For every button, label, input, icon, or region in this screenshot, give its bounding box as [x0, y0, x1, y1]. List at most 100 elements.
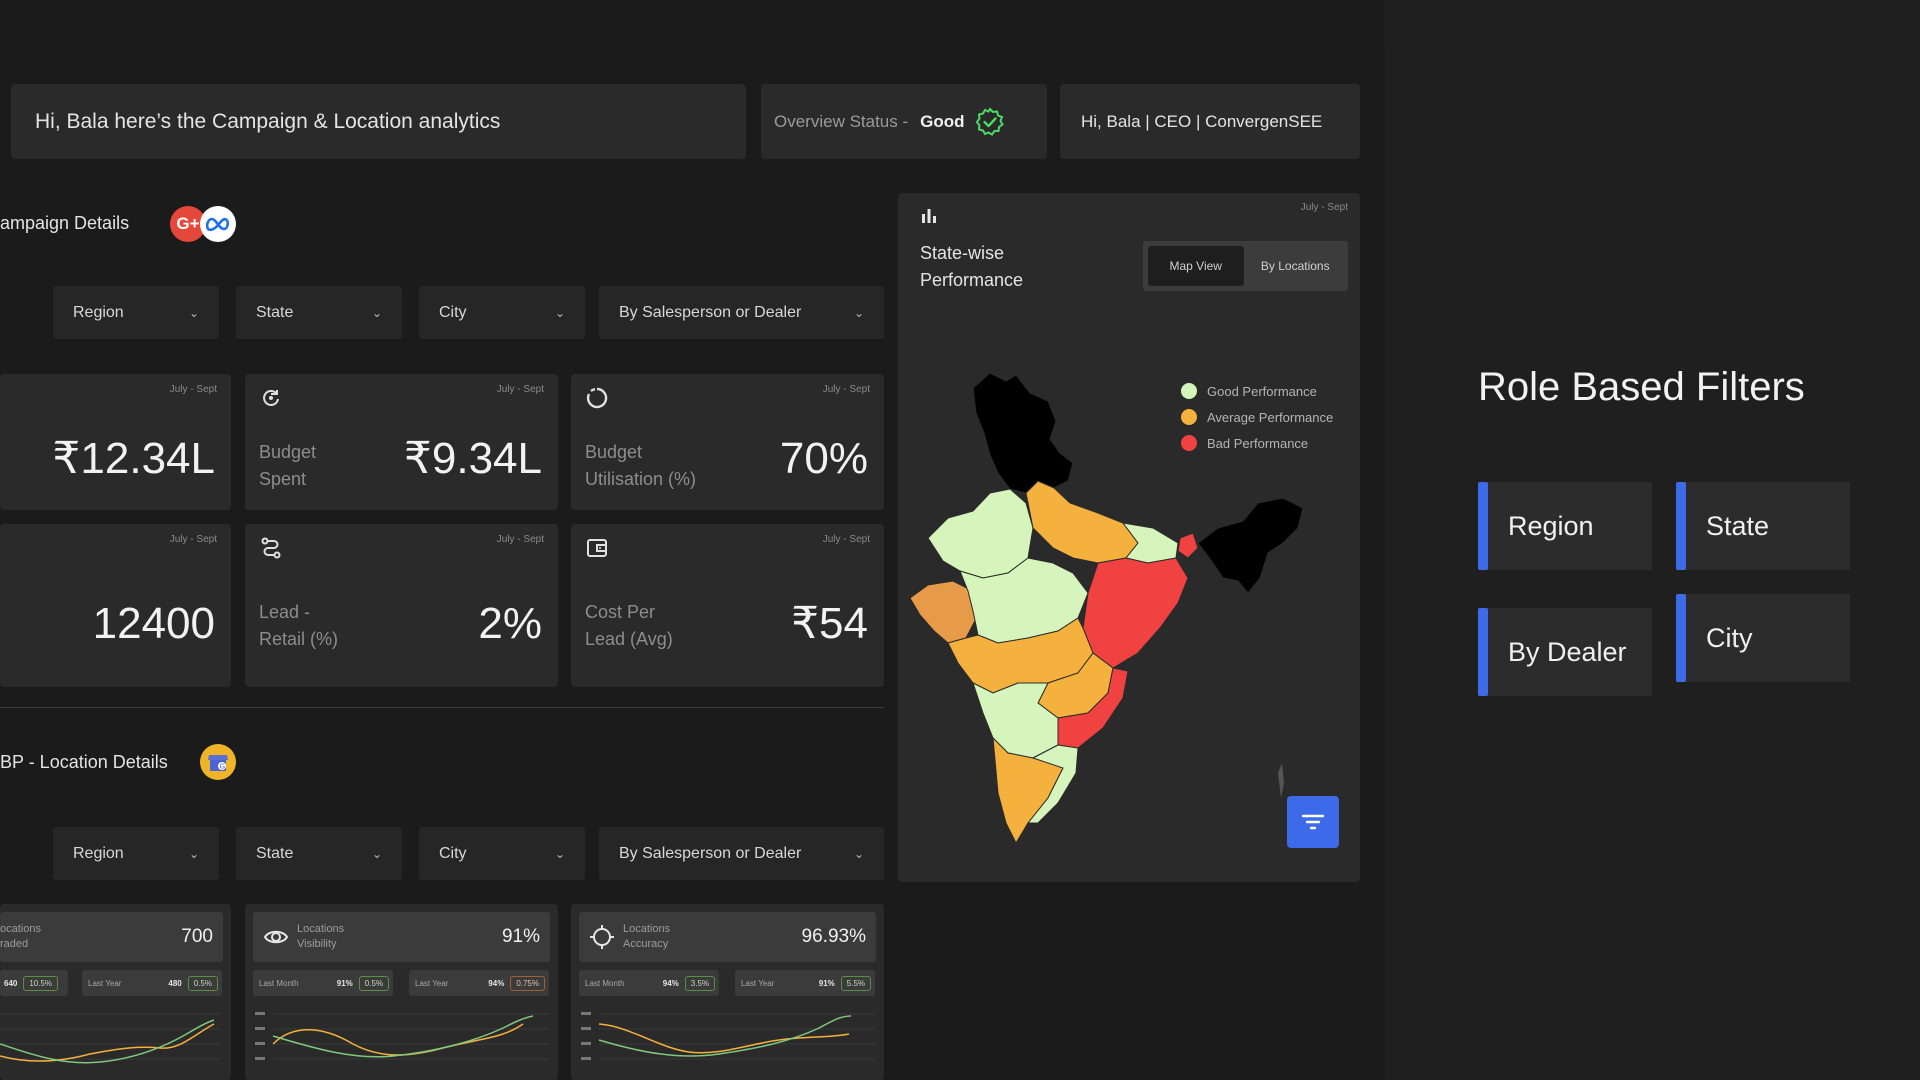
gbp-city-dropdown[interactable]: City ⌄: [419, 827, 585, 880]
region-northeast[interactable]: [1197, 497, 1304, 594]
chevron-down-icon: ⌄: [853, 846, 864, 861]
status-value: Good: [920, 111, 965, 131]
greeting-text: Hi, Bala here’s the Campaign & Location …: [35, 109, 501, 133]
locations-visibility-card[interactable]: Locations Visibility 91% Last Month 91% …: [245, 904, 558, 1080]
last-year-compare: Last Year 480 0.5%: [82, 970, 222, 996]
google-plus-text: G+: [176, 214, 200, 233]
view-toggle: Map View By Locations: [1143, 241, 1348, 291]
kpi-label: Cost Per Lead (Avg): [585, 602, 673, 649]
kpi-card-budget-spent[interactable]: July - Sept Budget Spent ₹9.34L: [245, 374, 558, 510]
mini-card-label: ocations raded: [0, 923, 41, 950]
trend-chart: [0, 1013, 220, 1064]
tab-map-view[interactable]: Map View: [1148, 246, 1244, 286]
compare-change: 0.5%: [187, 975, 218, 991]
chevron-down-icon: ⌄: [188, 846, 199, 861]
kpi-card-budget[interactable]: July - Sept ₹12.34L: [0, 374, 231, 510]
region-up-average[interactable]: [1025, 480, 1139, 564]
india-map[interactable]: [898, 353, 1360, 853]
campaign-state-dropdown[interactable]: State ⌄: [236, 286, 402, 339]
kpi-card-cost-per-lead[interactable]: July - Sept Cost Per Lead (Avg) ₹54: [571, 524, 884, 687]
dropdown-label: By Salesperson or Dealer: [619, 844, 802, 862]
compare-value: 91%: [336, 978, 353, 988]
kpi-label: Lead - Retail (%): [259, 602, 339, 649]
map-date: July - Sept: [1300, 202, 1348, 213]
kpi-value: ₹9.34L: [403, 434, 542, 483]
chevron-down-icon: ⌄: [371, 846, 382, 861]
locations-accuracy-card[interactable]: Locations Accuracy 96.93% Last Month 94%…: [571, 904, 884, 1080]
role-filters-title: Role Based Filters: [1478, 365, 1805, 409]
role-filter-label: Region: [1508, 510, 1594, 541]
compare-label: Last Month: [259, 978, 299, 988]
region-gujarat-average[interactable]: [909, 580, 979, 644]
map-title: State-wise Performance: [920, 243, 1024, 290]
dropdown-label: Region: [73, 303, 124, 321]
user-info[interactable]: Hi, Bala | CEO | ConvergenSEE: [1060, 84, 1360, 159]
compare-change: 0.5%: [358, 975, 389, 991]
region-bengal-north-bad[interactable]: [1177, 532, 1199, 559]
role-filter-label: City: [1706, 622, 1753, 653]
trend-chart: [581, 1012, 875, 1060]
campaign-city-dropdown[interactable]: City ⌄: [419, 286, 585, 339]
bar-chart-icon: [922, 209, 936, 223]
locations-upgraded-card[interactable]: ocations raded 700 640 10.5% Last Year 4…: [0, 904, 231, 1080]
route-icon: [261, 537, 281, 559]
role-filter-by-dealer[interactable]: By Dealer: [1478, 608, 1652, 696]
legend-item-average: Average Performance: [1181, 409, 1333, 425]
donut-icon: [586, 387, 608, 409]
filter-button[interactable]: [1287, 796, 1339, 848]
role-filter-city[interactable]: City: [1676, 594, 1850, 682]
compare-value: 480: [168, 978, 182, 988]
gbp-state-dropdown[interactable]: State ⌄: [236, 827, 402, 880]
tab-label: Map View: [1169, 259, 1222, 273]
role-filter-region[interactable]: Region: [1478, 482, 1652, 570]
state-performance-card: July - Sept State-wise Performance Map V…: [898, 193, 1360, 882]
kpi-value: ₹54: [791, 599, 868, 648]
kpi-value: 12400: [92, 599, 215, 648]
kpi-date: July - Sept: [822, 384, 870, 395]
last-year-compare: Last Year 94% 0.75%: [409, 970, 549, 996]
status-label: Overview Status -: [774, 111, 909, 131]
greeting-banner: Hi, Bala here’s the Campaign & Location …: [11, 84, 746, 159]
chevron-down-icon: ⌄: [188, 305, 199, 320]
mini-card-value: 96.93%: [801, 926, 866, 947]
kpi-value: 2%: [478, 599, 542, 648]
campaign-details-title: ampaign Details: [0, 213, 130, 233]
region-tamilnadu-good[interactable]: [1026, 744, 1079, 824]
region-east-bad[interactable]: [1082, 557, 1189, 669]
mini-card-value: 91%: [501, 926, 540, 947]
campaign-region-dropdown[interactable]: Region ⌄: [53, 286, 219, 339]
dropdown-label: Region: [73, 844, 124, 862]
gbp-salesperson-dropdown[interactable]: By Salesperson or Dealer ⌄: [599, 827, 884, 880]
legend-label: Average Performance: [1207, 409, 1334, 425]
mini-card-value: 700: [181, 926, 213, 947]
kpi-value: ₹12.34L: [52, 434, 215, 483]
wallet-icon: [587, 539, 607, 557]
mini-card-label: Locations Visibility: [297, 923, 345, 950]
compare-value: 94%: [662, 978, 679, 988]
compare-value: 640: [4, 978, 18, 988]
kpi-card-budget-utilisation[interactable]: July - Sept Budget Utilisation (%) 70%: [571, 374, 884, 510]
chevron-down-icon: ⌄: [853, 305, 864, 320]
region-north[interactable]: [972, 372, 1074, 494]
legend-label: Bad Performance: [1207, 435, 1309, 451]
mini-card-header: Locations Visibility 91%: [253, 912, 550, 962]
top-band: [0, 0, 1385, 52]
last-month-compare: Last Month 94% 3.5%: [579, 970, 719, 996]
kpi-date: July - Sept: [822, 534, 870, 545]
kpi-date: July - Sept: [496, 534, 544, 545]
islands: [1278, 763, 1284, 798]
dropdown-label: State: [256, 844, 294, 862]
kpi-value: 70%: [779, 434, 868, 483]
kpi-card-lead-retail[interactable]: July - Sept Lead - Retail (%) 2%: [245, 524, 558, 687]
region-west-good[interactable]: [927, 488, 1034, 579]
campaign-salesperson-dropdown[interactable]: By Salesperson or Dealer ⌄: [599, 286, 884, 339]
compare-label: Last Year: [88, 978, 122, 988]
tab-by-locations[interactable]: By Locations: [1248, 246, 1344, 286]
tab-label: By Locations: [1260, 259, 1330, 273]
role-filter-state[interactable]: State: [1676, 482, 1850, 570]
gbp-region-dropdown[interactable]: Region ⌄: [53, 827, 219, 880]
kpi-card-leads[interactable]: July - Sept 12400: [0, 524, 231, 687]
filter-icon: [1301, 814, 1325, 830]
refresh-icon: [263, 390, 279, 406]
gbp-location-details-title: BP - Location Details: [0, 752, 168, 772]
